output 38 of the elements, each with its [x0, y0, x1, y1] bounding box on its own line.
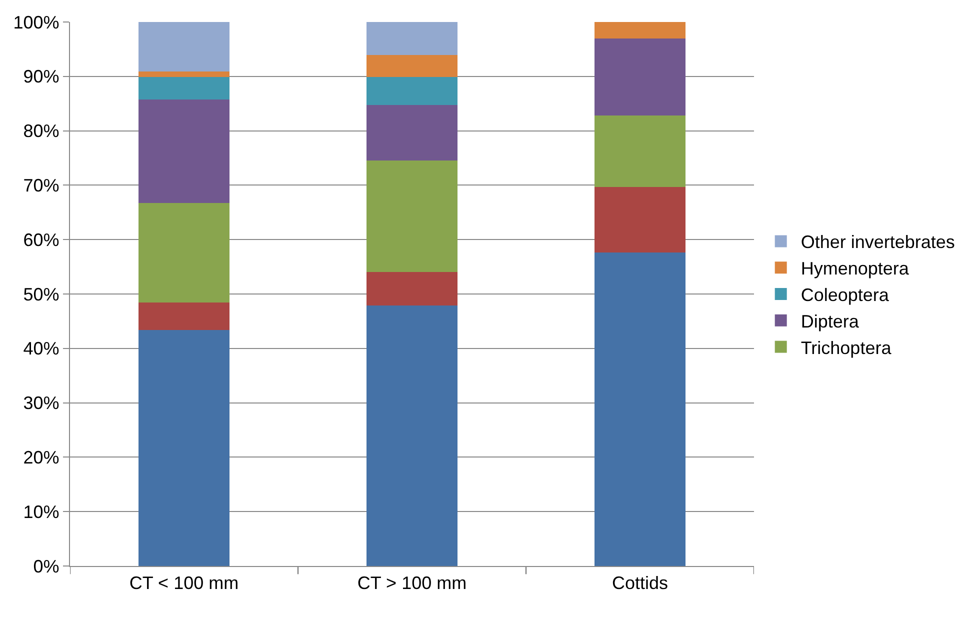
bar: [138, 330, 230, 566]
bar: [366, 105, 458, 161]
bar: [138, 203, 230, 303]
legend-label: Diptera: [800, 311, 860, 332]
bar: [594, 38, 686, 116]
x-tick-label: Cottids: [612, 572, 668, 593]
y-tick-label: 30%: [23, 393, 60, 414]
bar: [366, 272, 458, 306]
bar: [594, 116, 686, 187]
y-tick-label: 0%: [33, 556, 60, 576]
y-tick-label: 80%: [23, 121, 60, 142]
y-tick-label: 20%: [23, 448, 60, 468]
y-tick-label: 90%: [23, 66, 60, 87]
legend-label: Other invertebrates: [800, 232, 955, 252]
legend-label: Hymenoptera: [800, 258, 910, 279]
bar: [366, 22, 458, 56]
bar: [138, 302, 230, 330]
bar: [138, 99, 230, 204]
x-tick-label: CT > 100 mm: [357, 572, 467, 593]
bar: [366, 76, 458, 106]
bar: [594, 22, 686, 38]
bar: [594, 252, 686, 566]
bar: [366, 160, 458, 272]
y-tick-label: 100%: [13, 12, 60, 32]
x-tick-label: CT < 100 mm: [129, 572, 239, 593]
bar: [138, 72, 230, 77]
y-tick-label: 70%: [23, 176, 60, 196]
bar: [138, 76, 230, 100]
legend-label: Trichoptera: [800, 338, 892, 358]
y-tick-label: 50%: [23, 284, 60, 304]
bar: [366, 55, 458, 77]
y-tick-label: 60%: [23, 230, 60, 250]
legend-label: Coleoptera: [800, 285, 890, 306]
bar: [594, 186, 686, 253]
bar: [138, 22, 230, 72]
y-tick-label: 40%: [23, 338, 60, 359]
y-tick-label: 10%: [23, 502, 60, 522]
bar: [366, 305, 458, 566]
